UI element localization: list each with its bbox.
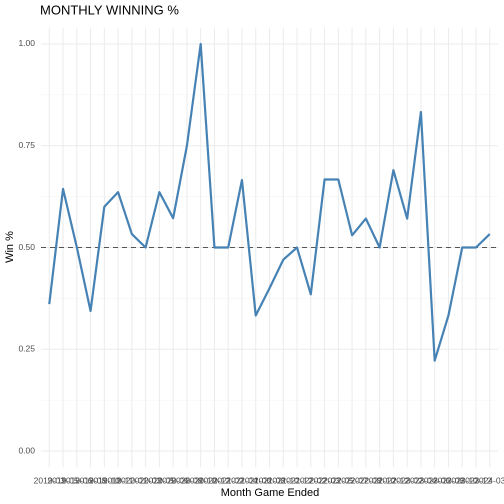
x-tick-label: 2023-06	[419, 475, 450, 485]
x-tick-label: 2021-08	[254, 475, 285, 485]
y-tick-label: 0.50	[18, 242, 35, 252]
x-tick-label: 2022-05	[323, 475, 354, 485]
x-tick-label: 2022-08	[350, 475, 381, 485]
x-tick-label: 2023-02	[392, 475, 423, 485]
x-tick-label: 2020-01	[116, 475, 147, 485]
y-axis-title: Win %	[4, 231, 16, 263]
x-tick-label: 2019-11	[103, 475, 134, 485]
x-tick-label: 2019-05	[47, 475, 78, 485]
x-tick-label: 2022-03	[309, 475, 340, 485]
x-tick-label: 2020-10	[185, 475, 216, 485]
x-tick-label: 2023-08	[433, 475, 464, 485]
x-axis-title: Month Game Ended	[221, 487, 319, 499]
x-tick-label: 2020-05	[144, 475, 175, 485]
x-tick-label: 2022-10	[364, 475, 395, 485]
x-tick-label: 2021-12	[281, 475, 312, 485]
x-tick-label: 2021-10	[268, 475, 299, 485]
line-series	[48, 42, 491, 362]
x-tick-label: 2021-02	[213, 475, 244, 485]
x-tick-label: 2023-04	[405, 475, 436, 485]
x-tick-label: 2022-02	[295, 475, 326, 485]
x-tick-label: 2019-08	[75, 475, 106, 485]
x-tick-label: 2024-03	[474, 475, 504, 485]
y-tick-label: 0.00	[18, 445, 35, 455]
x-tick-label: 2023-12	[460, 475, 491, 485]
x-tick-label: 2022-07	[336, 475, 367, 485]
y-tick-label: 1.00	[18, 38, 35, 48]
x-tick-label: 2020-08	[171, 475, 202, 485]
x-tick-label: 2021-04	[226, 475, 257, 485]
y-tick-label: 0.25	[18, 344, 35, 354]
x-tick-label: 2019-10	[89, 475, 120, 485]
x-tick-label: 2020-12	[199, 475, 230, 485]
x-tick-label: 2021-06	[240, 475, 271, 485]
x-tick-label: 2020-06	[158, 475, 189, 485]
x-tick-label: 2019-03	[34, 475, 65, 485]
chart-title: MONTHLY WINNING %	[40, 2, 179, 17]
x-tick-label: 2023-10	[447, 475, 478, 485]
y-tick-label: 0.75	[18, 140, 35, 150]
x-tick-label: 2019-06	[61, 475, 92, 485]
x-tick-label: 2022-12	[378, 475, 409, 485]
x-tick-label: 2020-03	[130, 475, 161, 485]
